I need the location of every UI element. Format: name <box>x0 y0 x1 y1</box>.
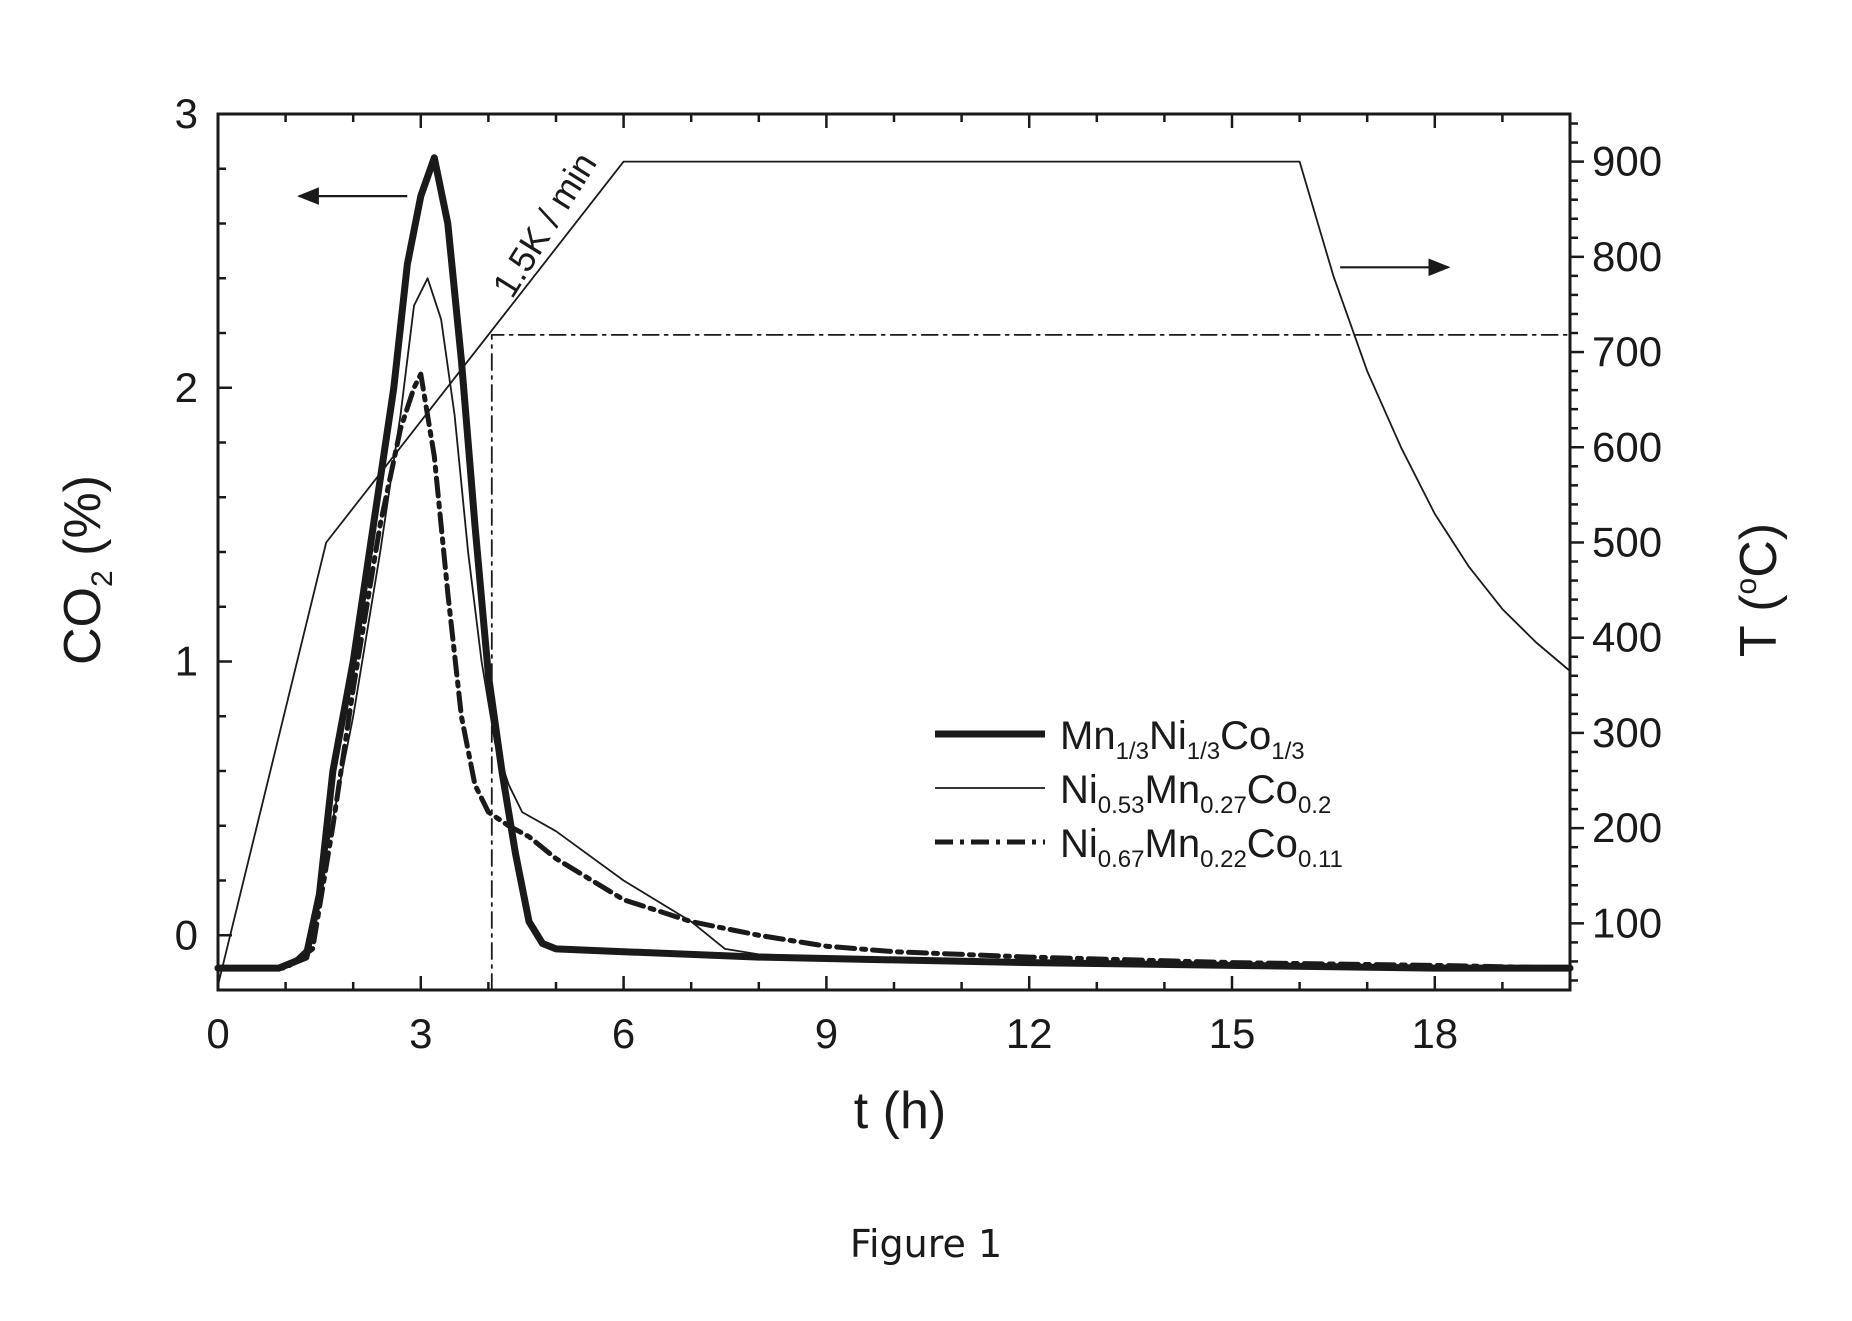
series-layer <box>218 158 1570 990</box>
right-tick-label: 400 <box>1592 614 1662 661</box>
legend-label-sub: 0.27 <box>1200 792 1247 819</box>
right-tick-label: 600 <box>1592 423 1662 470</box>
legend-label-sub: 0.22 <box>1200 846 1247 873</box>
legend-label-sub: 0.67 <box>1098 846 1145 873</box>
x-tick-label: 6 <box>612 1010 635 1057</box>
legend-label-sub: 1/3 <box>1271 738 1304 765</box>
left-axis-label-sub: 2 <box>86 570 119 587</box>
legend-label-part: Ni <box>1060 822 1098 866</box>
right-tick-label: 100 <box>1592 899 1662 946</box>
right-axis-label-tail: C) <box>1730 523 1788 578</box>
left-tick-label: 3 <box>175 90 198 137</box>
legend-label-part: Ni <box>1149 714 1187 758</box>
x-axis-label: t (h) <box>854 1082 946 1140</box>
x-tick-label: 18 <box>1411 1010 1458 1057</box>
series-line-t <box>218 162 1570 986</box>
rate-annotation: 1.5K / min <box>484 145 605 304</box>
left-tick-label: 2 <box>175 364 198 411</box>
left-tick-label: 1 <box>175 638 198 685</box>
legend-label-sub: 0.2 <box>1298 792 1331 819</box>
legend-label-part: Mn <box>1060 714 1116 758</box>
legend-label-part: Ni <box>1060 768 1098 812</box>
left-axis-label-tail: (%) <box>54 475 112 570</box>
plot-frame <box>218 114 1570 990</box>
series-line-reference <box>492 335 1570 990</box>
legend-label-part: Co <box>1247 822 1298 866</box>
legend-label: Ni0.53Mn0.27Co0.2 <box>1060 768 1331 819</box>
x-tick-label: 0 <box>206 1010 229 1057</box>
legend-label-sub: 1/3 <box>1116 738 1149 765</box>
right-tick-label: 900 <box>1592 138 1662 185</box>
figure-caption: Figure 1 <box>0 1222 1852 1266</box>
right-tick-label: 700 <box>1592 328 1662 375</box>
legend-label-part: Mn <box>1145 822 1201 866</box>
x-tick-label: 15 <box>1209 1010 1256 1057</box>
legend-label-part: Mn <box>1145 768 1201 812</box>
right-axis-label-main: T ( <box>1730 594 1788 657</box>
left-tick-label: 0 <box>175 911 198 958</box>
right-tick-label: 800 <box>1592 233 1662 280</box>
series-line-2 <box>218 374 1570 968</box>
x-tick-label: 12 <box>1006 1010 1053 1057</box>
right-tick-label: 200 <box>1592 804 1662 851</box>
right-tick-label: 300 <box>1592 709 1662 756</box>
right-axis-label: T (oC) <box>1730 523 1788 657</box>
left-axis-label: CO2 (%) <box>54 475 119 665</box>
left-axis-label-main: CO <box>54 587 112 665</box>
legend: Mn1/3Ni1/3Co1/3Ni0.53Mn0.27Co0.2Ni0.67Mn… <box>935 714 1343 873</box>
legend-label-sub: 1/3 <box>1187 738 1220 765</box>
x-tick-label: 9 <box>815 1010 838 1057</box>
x-tick-label: 3 <box>409 1010 432 1057</box>
legend-label: Ni0.67Mn0.22Co0.11 <box>1060 822 1343 873</box>
legend-label-part: Co <box>1220 714 1271 758</box>
axes-layer: 0369121518012310020030040050060070080090… <box>175 90 1662 1057</box>
legend-label-part: Co <box>1247 768 1298 812</box>
right-tick-label: 500 <box>1592 518 1662 565</box>
legend-label: Mn1/3Ni1/3Co1/3 <box>1060 714 1305 765</box>
right-axis-label-sup: o <box>1730 578 1763 595</box>
legend-label-sub: 0.53 <box>1098 792 1145 819</box>
legend-label-sub: 0.11 <box>1298 846 1343 873</box>
series-line-0 <box>218 158 1570 968</box>
